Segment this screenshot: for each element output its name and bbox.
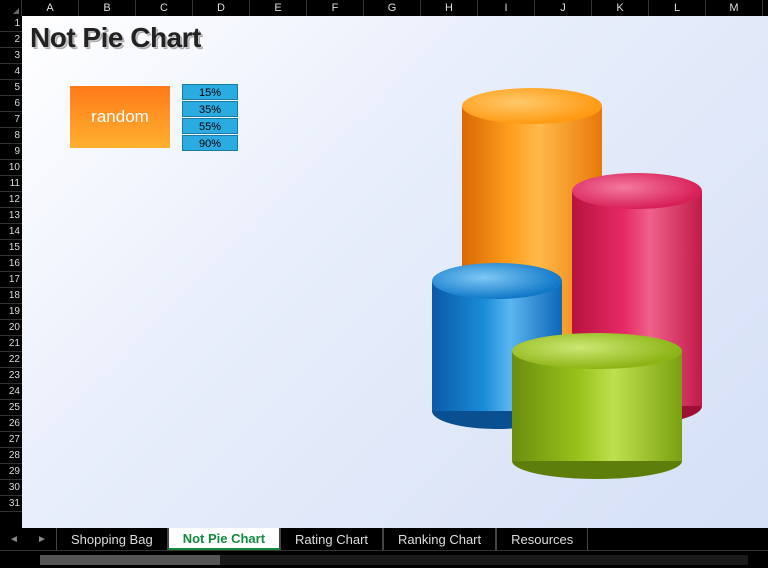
- tab-ranking-chart[interactable]: Ranking Chart: [383, 528, 496, 550]
- row-header[interactable]: 28: [0, 448, 22, 464]
- column-header[interactable]: J: [535, 0, 592, 16]
- column-header[interactable]: L: [649, 0, 706, 16]
- column-header[interactable]: H: [421, 0, 478, 16]
- row-header[interactable]: 22: [0, 352, 22, 368]
- pct-cell[interactable]: 55%: [182, 118, 238, 134]
- column-header-row: ABCDEFGHIJKLM: [22, 0, 768, 16]
- column-header[interactable]: G: [364, 0, 421, 16]
- row-header[interactable]: 30: [0, 480, 22, 496]
- row-header[interactable]: 5: [0, 80, 22, 96]
- row-header[interactable]: 31: [0, 496, 22, 512]
- tab-resources[interactable]: Resources: [496, 528, 588, 550]
- column-header[interactable]: D: [193, 0, 250, 16]
- row-header[interactable]: 26: [0, 416, 22, 432]
- row-header[interactable]: 12: [0, 192, 22, 208]
- pct-cell[interactable]: 35%: [182, 101, 238, 117]
- pct-cell[interactable]: 15%: [182, 84, 238, 100]
- column-header[interactable]: K: [592, 0, 649, 16]
- cylinder-chart: [392, 96, 752, 516]
- row-header[interactable]: 29: [0, 464, 22, 480]
- tab-shopping-bag[interactable]: Shopping Bag: [56, 528, 168, 550]
- select-all-cell[interactable]: [0, 0, 22, 16]
- row-header[interactable]: 3: [0, 48, 22, 64]
- row-header[interactable]: 7: [0, 112, 22, 128]
- horizontal-scrollbar[interactable]: [0, 550, 768, 568]
- sheet-tab-bar: ◄ ► Shopping Bag Not Pie Chart Rating Ch…: [0, 528, 768, 550]
- chart-title: Not Pie Chart: [30, 22, 201, 54]
- row-header[interactable]: 6: [0, 96, 22, 112]
- row-header[interactable]: 18: [0, 288, 22, 304]
- pct-cell[interactable]: 90%: [182, 135, 238, 151]
- row-header-column: 1234567891011121314151617181920212223242…: [0, 16, 22, 528]
- row-header[interactable]: 25: [0, 400, 22, 416]
- row-header[interactable]: 10: [0, 160, 22, 176]
- row-header[interactable]: 1: [0, 16, 22, 32]
- row-header[interactable]: 11: [0, 176, 22, 192]
- row-header[interactable]: 15: [0, 240, 22, 256]
- row-header[interactable]: 17: [0, 272, 22, 288]
- worksheet-area[interactable]: Not Pie Chart random 15% 35% 55% 90%: [22, 16, 768, 528]
- percentage-cells: 15% 35% 55% 90%: [182, 84, 238, 152]
- column-header[interactable]: E: [250, 0, 307, 16]
- column-header[interactable]: M: [706, 0, 763, 16]
- random-button-label: random: [91, 107, 149, 127]
- tab-not-pie-chart[interactable]: Not Pie Chart: [168, 528, 280, 550]
- row-header[interactable]: 23: [0, 368, 22, 384]
- chart-segment-green: [512, 351, 682, 461]
- row-header[interactable]: 27: [0, 432, 22, 448]
- row-header[interactable]: 13: [0, 208, 22, 224]
- column-header[interactable]: I: [478, 0, 535, 16]
- column-header[interactable]: F: [307, 0, 364, 16]
- tab-next-icon[interactable]: ►: [33, 534, 51, 545]
- row-header[interactable]: 19: [0, 304, 22, 320]
- row-header[interactable]: 4: [0, 64, 22, 80]
- column-header[interactable]: A: [22, 0, 79, 16]
- scrollbar-thumb[interactable]: [40, 555, 220, 565]
- column-header[interactable]: C: [136, 0, 193, 16]
- row-header[interactable]: 8: [0, 128, 22, 144]
- tab-prev-icon[interactable]: ◄: [5, 534, 23, 545]
- row-header[interactable]: 14: [0, 224, 22, 240]
- row-header[interactable]: 16: [0, 256, 22, 272]
- tab-rating-chart[interactable]: Rating Chart: [280, 528, 383, 550]
- column-header[interactable]: B: [79, 0, 136, 16]
- row-header[interactable]: 24: [0, 384, 22, 400]
- row-header[interactable]: 2: [0, 32, 22, 48]
- row-header[interactable]: 20: [0, 320, 22, 336]
- row-header[interactable]: 9: [0, 144, 22, 160]
- tab-nav: ◄ ►: [0, 528, 56, 550]
- random-button[interactable]: random: [70, 86, 170, 148]
- row-header[interactable]: 21: [0, 336, 22, 352]
